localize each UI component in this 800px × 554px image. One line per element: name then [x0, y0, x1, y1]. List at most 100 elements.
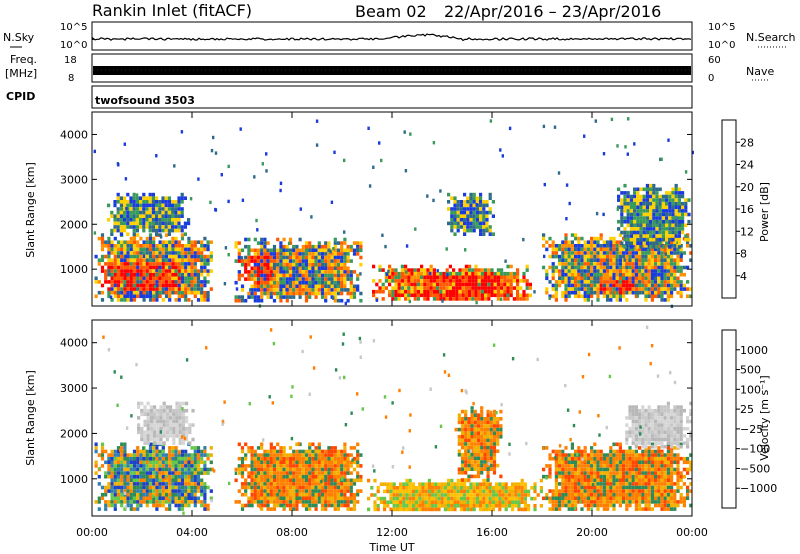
heatmap-cell [126, 272, 130, 277]
heatmap-cell [628, 254, 632, 259]
heatmap-cell [595, 211, 599, 216]
heatmap-cell [110, 228, 114, 233]
heatmap-cell [548, 294, 552, 299]
heatmap-cell [340, 482, 344, 486]
heatmap-cell [164, 294, 169, 299]
heatmap-cell [168, 500, 172, 504]
heatmap-cell [652, 198, 656, 202]
heatmap-cell [142, 496, 146, 501]
heatmap-cell [148, 442, 153, 447]
heatmap-cell [145, 290, 149, 295]
heatmap-cell [180, 225, 184, 229]
heatmap-cell [317, 460, 321, 465]
heatmap-cell [574, 258, 578, 262]
heatmap-cell [580, 244, 584, 248]
heatmap-cell [665, 198, 669, 202]
heatmap-cell [447, 478, 451, 483]
heatmap-cell [668, 227, 672, 231]
heatmap-cell [181, 437, 185, 442]
heatmap-cell [187, 298, 191, 302]
heatmap-cell [234, 244, 238, 249]
heatmap-cell [411, 507, 415, 512]
heatmap-cell [460, 420, 465, 425]
heatmap-cell [467, 420, 471, 425]
heatmap-cell [567, 287, 571, 291]
heatmap-cell [175, 434, 179, 438]
heatmap-cell [436, 275, 440, 280]
heatmap-cell [167, 225, 171, 229]
heatmap-cell [139, 196, 143, 200]
heatmap-cell [636, 294, 640, 298]
heatmap-cell [308, 453, 312, 457]
heatmap-cell [97, 262, 101, 266]
heatmap-cell [317, 288, 321, 292]
heatmap-cell [250, 273, 254, 278]
heatmap-cell [333, 270, 337, 274]
heatmap-cell [123, 244, 127, 248]
heatmap-cell [372, 293, 376, 298]
heatmap-cell [636, 201, 640, 206]
heatmap-cell [367, 478, 371, 483]
heatmap-cell [269, 248, 273, 253]
heatmap-cell [203, 460, 207, 465]
heatmap-cell [282, 277, 286, 281]
heatmap-cell [311, 288, 315, 292]
heatmap-cell [645, 194, 649, 199]
heatmap-cell [180, 482, 185, 486]
heatmap-cell [314, 295, 318, 299]
heatmap-cell [196, 251, 201, 255]
heatmap-cell [142, 225, 146, 229]
heatmap-cell [165, 412, 169, 417]
heatmap-cell [171, 478, 175, 483]
heatmap-cell [187, 258, 191, 262]
heatmap-cell [175, 416, 179, 420]
heatmap-cell [177, 503, 181, 508]
heatmap-cell [343, 464, 347, 468]
heatmap-cell [158, 221, 162, 226]
heatmap-cell [431, 489, 435, 494]
heatmap-cell [249, 288, 252, 292]
heatmap-cell [200, 471, 204, 475]
heatmap-cell [464, 438, 468, 443]
heatmap-cell [620, 216, 624, 220]
heatmap-cell [174, 503, 178, 508]
heatmap-cell [554, 269, 558, 273]
heatmap-cell [164, 200, 168, 204]
heatmap-cell [429, 275, 433, 280]
heatmap-cell [674, 201, 678, 206]
heatmap-cell [623, 227, 627, 231]
heatmap-cell [193, 449, 197, 454]
heatmap-cell [459, 200, 463, 204]
heatmap-cell [171, 214, 175, 218]
heatmap-cell [644, 283, 648, 288]
heatmap-cell [673, 240, 677, 244]
heatmap-cell [644, 258, 648, 262]
heatmap-cell [164, 460, 169, 465]
heatmap-cell [185, 434, 189, 438]
heatmap-cell [324, 280, 328, 285]
heatmap-cell [120, 485, 124, 490]
heatmap-cell [180, 247, 185, 252]
heatmap-cell [583, 287, 587, 291]
heatmap-cell [206, 294, 210, 299]
heatmap-cell [292, 489, 296, 493]
heatmap-cell [148, 218, 152, 222]
heatmap-cell [177, 471, 181, 475]
heatmap-cell [473, 445, 477, 450]
heatmap-cell [187, 492, 191, 497]
heatmap-cell [340, 277, 344, 281]
heatmap-cell [171, 276, 175, 281]
heatmap-cell [152, 247, 156, 252]
heatmap-cell [367, 126, 370, 130]
heatmap-cell [413, 293, 417, 298]
heatmap-cell [132, 244, 137, 248]
heatmap-cell [285, 291, 289, 296]
heatmap-cell [660, 240, 664, 244]
heatmap-cell [602, 269, 606, 273]
heatmap-cell [107, 290, 111, 295]
heatmap-cell [276, 284, 280, 289]
heatmap-cell [372, 264, 376, 269]
heatmap-cell [187, 280, 191, 284]
heatmap-cell [200, 240, 204, 244]
heatmap-cell [649, 241, 653, 246]
